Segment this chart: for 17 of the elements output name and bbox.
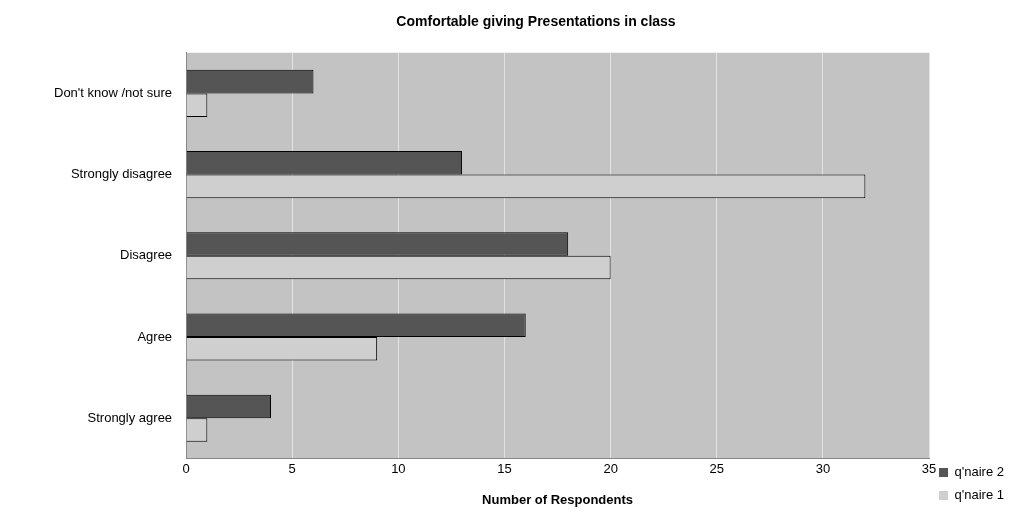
x-tick-label: 15 xyxy=(497,461,512,477)
chart-title: Comfortable giving Presentations in class xyxy=(396,13,676,30)
y-tick-label: Strongly agree xyxy=(87,409,173,425)
x-tick-label: 35 xyxy=(921,461,937,477)
x-tick-label: 20 xyxy=(603,461,618,477)
x-axis-title: Number of Respondents xyxy=(482,491,634,507)
y-tick-label: Don't know /not sure xyxy=(53,84,173,100)
y-tick-label: Disagree xyxy=(120,247,173,263)
y-tick-label: Agree xyxy=(137,328,173,344)
x-tick-label: 25 xyxy=(709,461,724,477)
legend-label: q'naire 1 xyxy=(954,487,1005,503)
legend-label: q'naire 2 xyxy=(954,464,1005,480)
x-tick-label: 5 xyxy=(288,461,296,477)
x-tick-label: 10 xyxy=(391,461,406,477)
y-tick-label: Strongly disagree xyxy=(70,166,173,182)
x-tick-label: 30 xyxy=(815,461,831,477)
x-tick-label: 0 xyxy=(182,461,190,477)
